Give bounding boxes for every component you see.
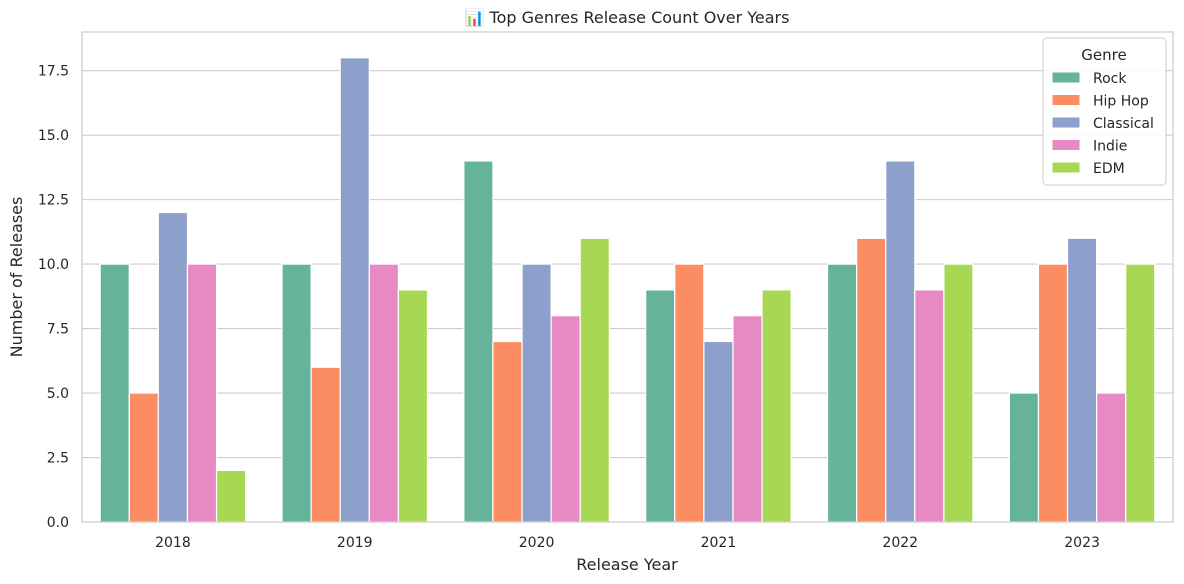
y-tick-label: 12.5 [38, 193, 69, 209]
bar-indie-2021 [732, 315, 763, 523]
bar-edm-2018 [215, 469, 247, 523]
x-axis-ticks: 2018 2019 2020 2021 2022 2023 [155, 535, 1100, 551]
legend: Genre Rock Hip Hop Classical Indie EDM [1042, 37, 1167, 186]
bar-rock-2019 [281, 263, 312, 523]
bar-classical-2019 [339, 57, 370, 523]
bar-indie-2020 [550, 315, 581, 523]
legend-swatch-edm [1051, 161, 1081, 174]
y-tick-label: 2.5 [47, 451, 69, 467]
bar-indie-2023 [1096, 392, 1127, 523]
bar-rock-2018 [99, 263, 130, 523]
bar-hip-hop-2023 [1037, 263, 1069, 523]
y-tick-label: 0.0 [47, 515, 69, 531]
x-tick-label: 2019 [337, 535, 373, 551]
x-tick-label: 2018 [155, 535, 191, 551]
x-tick-label: 2023 [1064, 535, 1100, 551]
bar-indie-2022 [914, 289, 945, 523]
gridlines [82, 70, 1173, 523]
bar-rock-2023 [1008, 392, 1040, 523]
bar-rock-2020 [463, 160, 494, 523]
bar-indie-2019 [368, 263, 399, 523]
bar-edm-2019 [397, 289, 429, 523]
y-tick-label: 5.0 [47, 386, 69, 402]
bar-classical-2022 [885, 160, 916, 523]
y-tick-label: 7.5 [47, 322, 69, 338]
y-axis-ticks: 0.0 2.5 5.0 7.5 10.0 12.5 15.0 17.5 [38, 64, 69, 531]
chart-title: 📊 Top Genres Release Count Over Years [465, 8, 790, 27]
bar-hip-hop-2018 [128, 392, 159, 523]
bar-classical-2020 [521, 263, 552, 523]
y-axis-title: Number of Releases [7, 197, 26, 358]
legend-label: Indie [1093, 139, 1127, 155]
x-tick-label: 2022 [882, 535, 918, 551]
legend-label: Hip Hop [1093, 94, 1149, 110]
bars [99, 57, 1156, 523]
bar-hip-hop-2021 [674, 263, 705, 523]
plot-frame [81, 31, 1174, 523]
legend-label: Rock [1093, 71, 1127, 87]
y-tick-label: 17.5 [38, 64, 69, 80]
bar-edm-2022 [943, 263, 974, 523]
bar-hip-hop-2019 [310, 366, 341, 523]
legend-swatch-rock [1051, 71, 1081, 84]
legend-label: Classical [1093, 116, 1154, 132]
x-axis-title: Release Year [576, 555, 678, 574]
bar-rock-2022 [826, 263, 858, 523]
bar-edm-2020 [579, 237, 610, 523]
legend-swatch-hip-hop [1051, 94, 1081, 106]
bar-classical-2021 [703, 340, 734, 523]
legend-label: EDM [1093, 161, 1125, 177]
y-tick-label: 10.0 [38, 257, 69, 273]
bar-edm-2023 [1125, 263, 1156, 523]
bar-hip-hop-2020 [492, 340, 523, 523]
legend-title: Genre [1081, 46, 1126, 64]
legend-swatch-classical [1051, 116, 1081, 129]
y-tick-label: 15.0 [38, 128, 69, 144]
x-tick-label: 2021 [701, 535, 737, 551]
bar-edm-2021 [761, 289, 792, 523]
bar-rock-2021 [645, 289, 676, 523]
bar-hip-hop-2022 [856, 237, 887, 523]
bar-classical-2018 [157, 211, 189, 523]
legend-swatch-indie [1051, 139, 1081, 151]
bar-indie-2018 [186, 263, 218, 523]
bar-classical-2023 [1066, 237, 1098, 523]
x-tick-label: 2020 [519, 535, 555, 551]
